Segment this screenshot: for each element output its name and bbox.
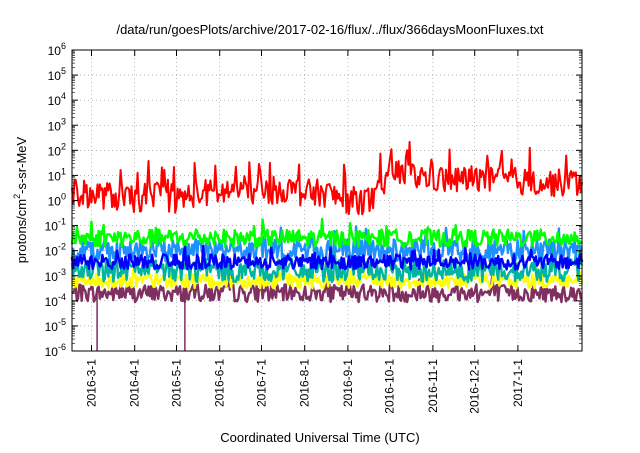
x-tick-label: 2016-10-1 [383,359,397,414]
grid [72,50,582,351]
y-tick-label: 103 [48,116,66,133]
x-tick-label: 2016-6-1 [213,359,227,407]
x-tick-label: 2016-12-1 [468,359,482,414]
x-axis-label: Coordinated Universal Time (UTC) [220,430,419,445]
x-tick-label: 2016-8-1 [298,359,312,407]
series-line-6 [71,140,583,216]
x-tick-label: 2016-5-1 [170,359,184,407]
y-tick-label: 10-2 [45,242,66,259]
x-tick-label: 2016-11-1 [426,359,440,413]
y-axis-label: protons/cm2-s-sr-MeV [12,136,29,263]
x-tick-label: 2017-1-1 [511,359,525,407]
series-layer [70,140,584,351]
y-tick-label: 106 [48,41,66,58]
y-tick-label: 100 [48,192,66,209]
x-tick-label: 2016-4-1 [128,359,142,407]
chart-title: /data/run/goesPlots/archive/2017-02-16/f… [116,22,543,37]
x-tick-label: 2016-9-1 [341,359,355,407]
svg-text:protons/cm2-s-sr-MeV: protons/cm2-s-sr-MeV [12,136,29,263]
y-tick-label: 10-6 [45,342,66,359]
series-line-1 [70,263,584,290]
series-line-4 [70,244,584,271]
series-line-5 [70,217,583,249]
y-tick-label: 10-4 [45,292,66,309]
y-tick-label: 10-1 [45,217,66,234]
ticks: 10-6 10-5 10-4 10-3 10-2 10-1 100 101 102 103 104 1… [45,41,582,414]
y-tick-label: 102 [48,141,66,158]
x-tick-label: 2016-3-1 [85,359,99,407]
y-tick-label: 10-3 [45,267,66,284]
x-tick-label: 2016-7-1 [255,359,269,407]
y-tick-label: 104 [48,91,66,108]
y-tick-label: 101 [48,166,66,183]
y-tick-label: 10-5 [45,317,66,334]
y-tick-label: 105 [48,66,66,83]
